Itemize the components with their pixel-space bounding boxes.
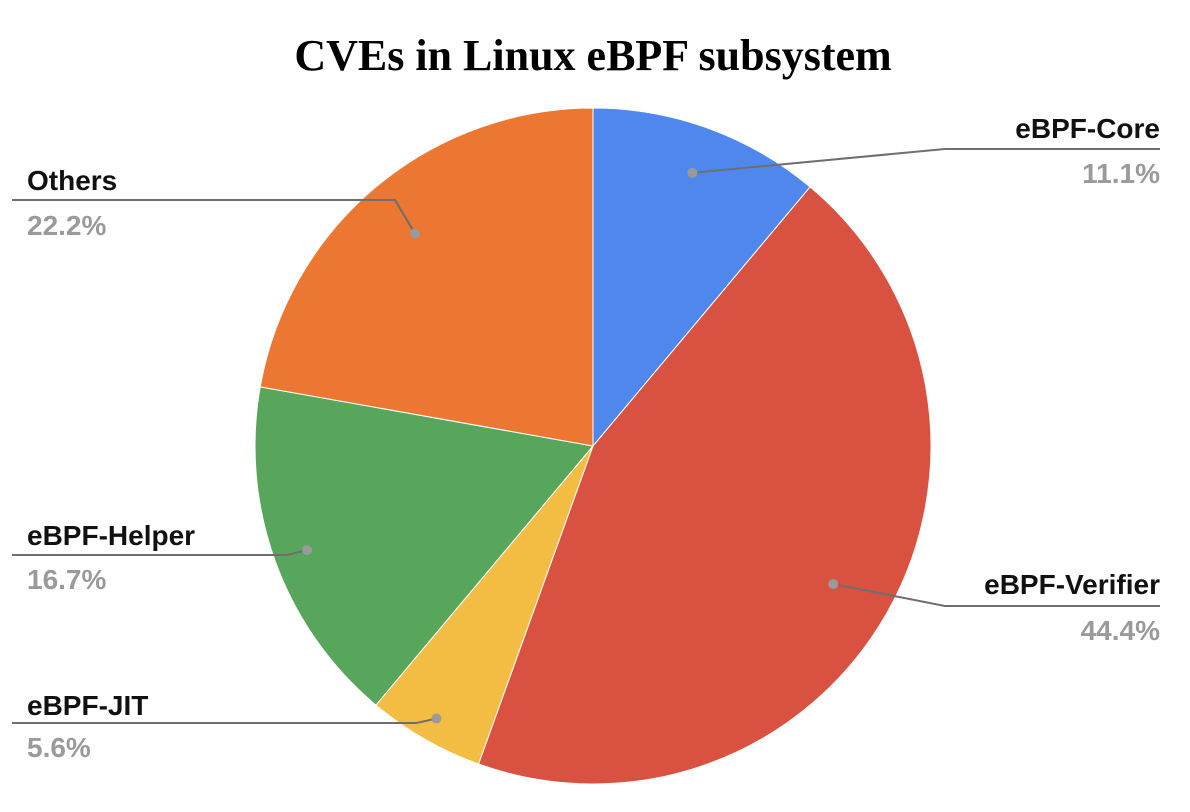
chart-title: CVEs in Linux eBPF subsystem [294, 31, 891, 80]
leader-line-ebpf-helper [12, 548, 308, 556]
leader-line-ebpf-jit [12, 717, 437, 724]
leader-line-others [12, 199, 416, 235]
slice-label-ebpf-jit: eBPF-JIT [27, 690, 148, 721]
slice-percent-ebpf-jit: 5.6% [27, 732, 91, 763]
pie-slice-ebpf-verifier [477, 186, 932, 785]
slice-percent-ebpf-verifier: 44.4% [1081, 615, 1160, 646]
pie-slice-others [259, 107, 594, 447]
slice-label-ebpf-core: eBPF-Core [1015, 113, 1160, 144]
slice-label-others: Others [27, 165, 117, 196]
slice-label-ebpf-helper: eBPF-Helper [27, 520, 195, 551]
slice-percent-others: 22.2% [27, 210, 106, 241]
pie-slice-ebpf-helper [254, 386, 594, 706]
slice-percent-ebpf-core: 11.1% [1082, 158, 1160, 189]
leader-dot-ebpf-jit [431, 713, 442, 724]
leader-dot-ebpf-helper [302, 544, 313, 555]
leader-dot-ebpf-verifier [828, 579, 839, 590]
leader-dot-ebpf-core [687, 167, 698, 178]
pie-slice-ebpf-core [592, 107, 811, 448]
leader-line-ebpf-verifier [833, 583, 1160, 607]
slice-labels: eBPF-Core 11.1% eBPF-Verifier 44.4% eBPF-JIT… [12, 113, 1160, 763]
slice-label-ebpf-verifier: eBPF-Verifier [984, 569, 1160, 600]
pie-slices [254, 107, 932, 785]
slice-percent-ebpf-helper: 16.7% [27, 564, 106, 595]
leader-dot-others [409, 228, 420, 239]
leader-line-ebpf-core [692, 148, 1160, 174]
